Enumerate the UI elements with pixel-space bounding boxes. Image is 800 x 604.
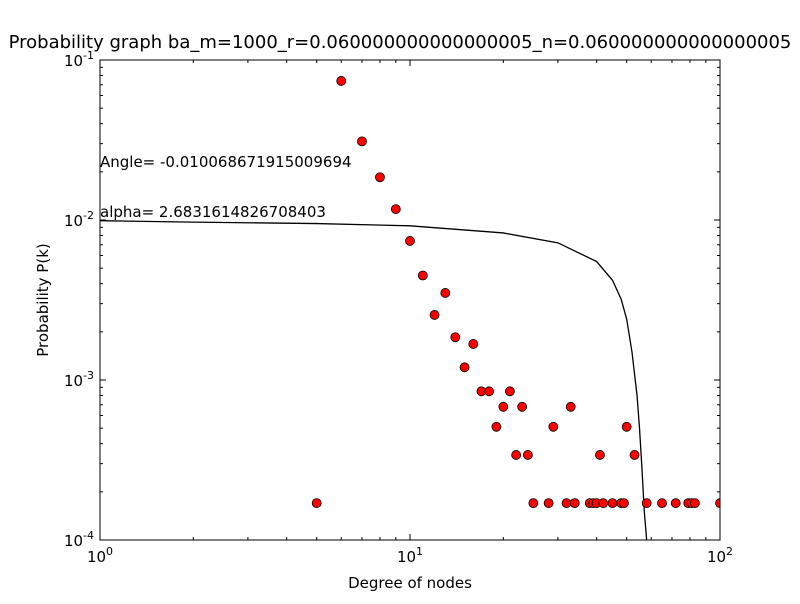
data-point <box>543 498 554 509</box>
plot-area <box>100 76 720 540</box>
data-point <box>641 498 652 509</box>
data-point <box>504 386 515 397</box>
data-point <box>498 401 509 412</box>
data-point <box>670 498 681 509</box>
data-point <box>607 498 618 509</box>
data-point <box>440 288 451 298</box>
data-point <box>468 339 479 349</box>
data-point <box>311 498 322 509</box>
data-point <box>450 332 461 343</box>
data-point <box>598 498 609 509</box>
data-point <box>511 450 522 460</box>
data-point <box>561 498 572 509</box>
data-point <box>336 76 347 86</box>
chart-title: Probability graph ba_m=1000_r=0.06000000… <box>9 32 792 53</box>
data-point <box>715 498 720 509</box>
data-point <box>390 204 401 214</box>
data-point <box>629 450 640 460</box>
data-point <box>517 401 528 412</box>
data-point <box>357 136 367 147</box>
data-point <box>548 421 559 432</box>
data-point <box>459 362 470 373</box>
alpha-annotation: alpha= 2.6831614826708403 <box>100 203 326 221</box>
y-axis-label: Probability P(k) <box>34 243 52 357</box>
fit-curve <box>100 220 648 540</box>
data-point <box>522 450 533 460</box>
data-point <box>565 401 576 412</box>
data-point <box>405 236 415 246</box>
data-point <box>484 386 495 397</box>
data-point <box>429 310 440 320</box>
data-point <box>690 498 700 509</box>
angle-annotation: Angle= -0.010068671915009694 <box>100 153 352 171</box>
data-point <box>621 421 632 432</box>
data-point <box>491 421 502 432</box>
data-point <box>528 498 539 509</box>
data-point <box>595 450 605 460</box>
data-point <box>569 498 580 509</box>
data-point <box>375 172 385 183</box>
data-point <box>619 498 629 509</box>
data-point <box>657 498 667 509</box>
x-axis-label: Degree of nodes <box>348 574 472 592</box>
data-point <box>417 270 428 281</box>
